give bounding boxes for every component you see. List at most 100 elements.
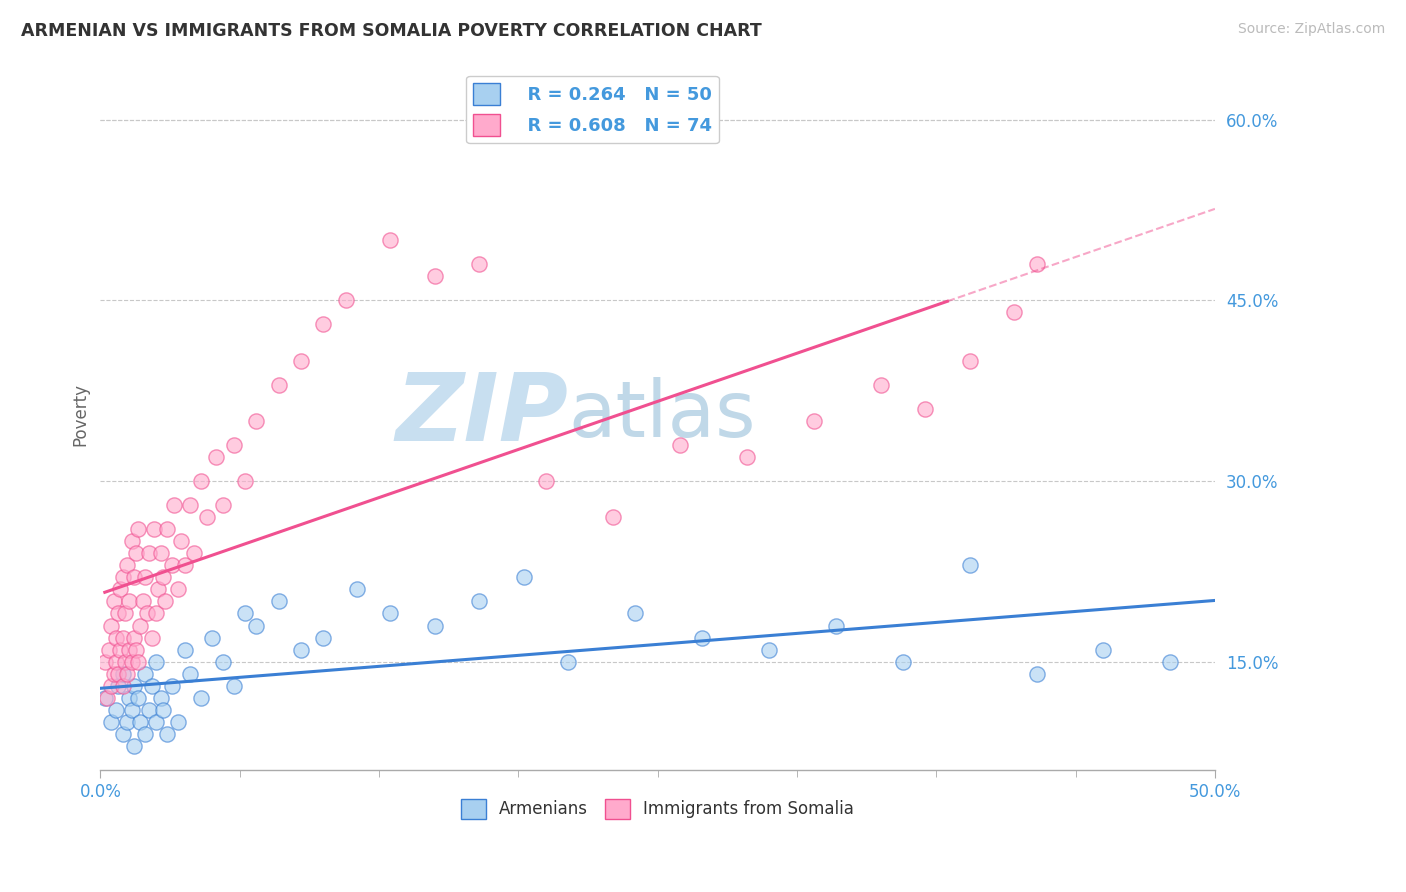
Point bbox=[190, 690, 212, 705]
Point bbox=[160, 558, 183, 573]
Point bbox=[121, 703, 143, 717]
Point bbox=[104, 655, 127, 669]
Point bbox=[111, 570, 134, 584]
Text: ZIP: ZIP bbox=[395, 368, 568, 461]
Point bbox=[423, 269, 446, 284]
Point bbox=[179, 498, 201, 512]
Point bbox=[167, 714, 190, 729]
Point bbox=[115, 666, 138, 681]
Point bbox=[127, 690, 149, 705]
Text: ARMENIAN VS IMMIGRANTS FROM SOMALIA POVERTY CORRELATION CHART: ARMENIAN VS IMMIGRANTS FROM SOMALIA POVE… bbox=[21, 22, 762, 40]
Point bbox=[690, 631, 713, 645]
Point bbox=[1025, 666, 1047, 681]
Point bbox=[134, 570, 156, 584]
Point bbox=[118, 642, 141, 657]
Point bbox=[290, 642, 312, 657]
Point bbox=[346, 582, 368, 597]
Point bbox=[145, 607, 167, 621]
Point bbox=[145, 714, 167, 729]
Point bbox=[152, 703, 174, 717]
Point bbox=[145, 655, 167, 669]
Point bbox=[149, 690, 172, 705]
Point bbox=[122, 570, 145, 584]
Point bbox=[758, 642, 780, 657]
Point bbox=[111, 631, 134, 645]
Point bbox=[669, 438, 692, 452]
Point bbox=[134, 666, 156, 681]
Point bbox=[468, 257, 491, 271]
Point bbox=[267, 594, 290, 608]
Point bbox=[138, 703, 160, 717]
Point bbox=[222, 679, 245, 693]
Point bbox=[602, 510, 624, 524]
Point bbox=[959, 558, 981, 573]
Point bbox=[118, 594, 141, 608]
Point bbox=[141, 679, 163, 693]
Point bbox=[142, 522, 165, 536]
Point bbox=[94, 690, 117, 705]
Point bbox=[125, 546, 148, 560]
Point bbox=[1092, 642, 1115, 657]
Point bbox=[118, 690, 141, 705]
Point bbox=[110, 642, 132, 657]
Point bbox=[557, 655, 579, 669]
Point bbox=[378, 233, 401, 247]
Point bbox=[115, 714, 138, 729]
Point bbox=[96, 690, 118, 705]
Point bbox=[111, 666, 134, 681]
Point bbox=[103, 666, 125, 681]
Point bbox=[94, 655, 117, 669]
Point bbox=[222, 438, 245, 452]
Point bbox=[122, 631, 145, 645]
Point bbox=[125, 642, 148, 657]
Point bbox=[335, 293, 357, 308]
Point bbox=[153, 594, 176, 608]
Point bbox=[245, 618, 267, 632]
Point bbox=[160, 679, 183, 693]
Point bbox=[169, 534, 191, 549]
Point bbox=[891, 655, 914, 669]
Point bbox=[129, 618, 152, 632]
Point bbox=[174, 558, 197, 573]
Text: atlas: atlas bbox=[568, 376, 756, 453]
Point bbox=[107, 679, 129, 693]
Point bbox=[1159, 655, 1181, 669]
Point bbox=[111, 679, 134, 693]
Point bbox=[114, 607, 136, 621]
Point bbox=[98, 642, 121, 657]
Point bbox=[156, 727, 179, 741]
Point bbox=[141, 631, 163, 645]
Point bbox=[233, 474, 256, 488]
Point bbox=[110, 582, 132, 597]
Y-axis label: Poverty: Poverty bbox=[72, 384, 89, 446]
Point bbox=[136, 607, 159, 621]
Point bbox=[174, 642, 197, 657]
Point bbox=[1002, 305, 1025, 319]
Point bbox=[378, 607, 401, 621]
Point bbox=[100, 679, 122, 693]
Text: Source: ZipAtlas.com: Source: ZipAtlas.com bbox=[1237, 22, 1385, 37]
Point bbox=[121, 655, 143, 669]
Point bbox=[212, 655, 235, 669]
Point bbox=[290, 353, 312, 368]
Point bbox=[122, 679, 145, 693]
Point bbox=[104, 703, 127, 717]
Point bbox=[167, 582, 190, 597]
Point bbox=[624, 607, 647, 621]
Point bbox=[190, 474, 212, 488]
Point bbox=[205, 450, 228, 464]
Point bbox=[959, 353, 981, 368]
Point bbox=[107, 666, 129, 681]
Point bbox=[134, 727, 156, 741]
Point bbox=[129, 714, 152, 729]
Point bbox=[100, 714, 122, 729]
Point bbox=[534, 474, 557, 488]
Point bbox=[163, 498, 186, 512]
Point bbox=[103, 594, 125, 608]
Point bbox=[100, 618, 122, 632]
Point bbox=[825, 618, 848, 632]
Point bbox=[127, 655, 149, 669]
Point bbox=[122, 739, 145, 753]
Point bbox=[152, 570, 174, 584]
Point bbox=[104, 631, 127, 645]
